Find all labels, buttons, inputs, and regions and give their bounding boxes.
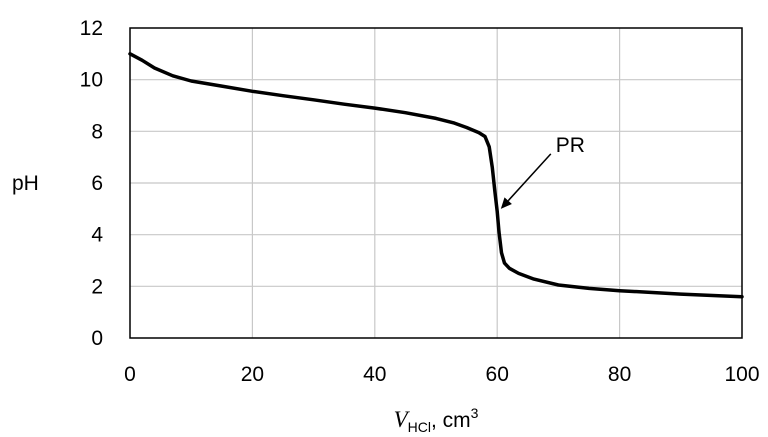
x-tick-label: 40 <box>363 363 386 386</box>
x-axis-unit: , cm <box>431 409 471 432</box>
x-axis-subscript: HCl <box>408 419 431 435</box>
x-tick-label: 20 <box>241 363 264 386</box>
plot-frame <box>129 27 743 339</box>
y-tick-label: 6 <box>91 172 103 195</box>
x-axis-symbol: V <box>394 407 411 432</box>
tick-labels: 0 20 40 60 80 100 0 2 4 6 8 10 12 <box>80 17 760 386</box>
pr-label: PR <box>556 134 585 157</box>
pr-pointer-line <box>507 153 552 202</box>
y-tick-label: 8 <box>91 120 103 143</box>
series-layer <box>128 52 744 299</box>
y-tick-label: 0 <box>91 327 103 350</box>
grid-lines <box>130 28 742 338</box>
x-tick-label: 60 <box>486 363 509 386</box>
x-tick-label: 100 <box>724 363 759 386</box>
annotation-layer: PR <box>500 134 585 209</box>
y-tick-label: 2 <box>91 275 103 298</box>
y-tick-label: 12 <box>80 17 103 40</box>
titration-curve <box>128 52 744 299</box>
x-tick-label: 0 <box>124 363 136 386</box>
y-tick-label: 4 <box>91 224 103 247</box>
y-tick-label: 10 <box>80 69 103 92</box>
x-axis-title: VHCl, cm3 <box>394 405 479 435</box>
pr-arrowhead <box>500 197 512 209</box>
y-axis-title: pH <box>12 172 39 195</box>
x-axis-superscript: 3 <box>471 405 479 421</box>
x-tick-label: 80 <box>608 363 631 386</box>
